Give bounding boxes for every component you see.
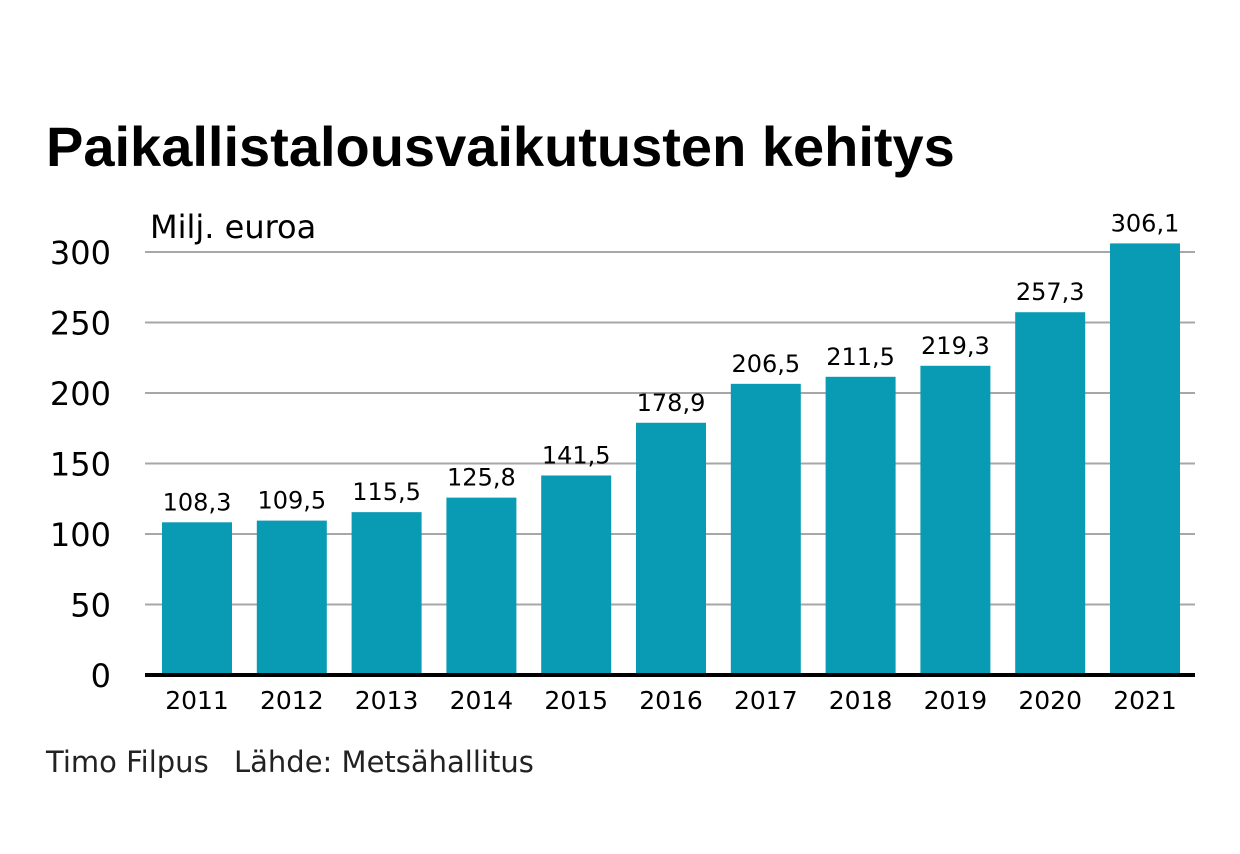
unit-label: Milj. euroa bbox=[150, 208, 316, 246]
footer-source: Lähde: Metsähallitus bbox=[234, 745, 534, 779]
x-tick-label-2011: 2011 bbox=[165, 686, 229, 715]
data-label-2017: 206,5 bbox=[731, 350, 800, 378]
bar-2017 bbox=[730, 383, 801, 675]
x-axis-ticks: 2011 2012 2013 2014 2015 2016 2017 2018 2019 2020… bbox=[165, 686, 1177, 715]
x-tick-label-2016: 2016 bbox=[639, 686, 703, 715]
y-tick-label: 150 bbox=[50, 446, 111, 484]
bar-2011 bbox=[162, 522, 232, 675]
bars bbox=[162, 243, 1180, 676]
x-tick-label-2021: 2021 bbox=[1113, 686, 1177, 715]
x-tick-label-2014: 2014 bbox=[450, 686, 514, 715]
data-labels: 108,3 109,5 115,5 125,8 141,5 178,9 206,5 211,5… bbox=[163, 209, 1180, 516]
data-label-2012: 109,5 bbox=[257, 487, 326, 515]
y-tick-label: 300 bbox=[50, 234, 111, 272]
data-label-2016: 178,9 bbox=[637, 389, 706, 417]
bar-2012 bbox=[256, 520, 327, 675]
y-tick-label: 100 bbox=[50, 516, 111, 554]
bar-2019 bbox=[920, 365, 991, 675]
x-tick-label-2020: 2020 bbox=[1018, 686, 1082, 715]
data-label-2011: 108,3 bbox=[163, 488, 232, 516]
chart-title: Paikallistalousvaikutusten kehitys bbox=[46, 115, 955, 178]
x-tick-label-2017: 2017 bbox=[734, 686, 798, 715]
y-axis-ticks: 0 50 100 150 200 250 300 bbox=[50, 234, 111, 695]
data-label-2013: 115,5 bbox=[352, 478, 421, 506]
data-label-2014: 125,8 bbox=[447, 464, 516, 492]
bar-2013 bbox=[351, 512, 422, 675]
x-tick-label-2013: 2013 bbox=[355, 686, 419, 715]
data-label-2015: 141,5 bbox=[542, 441, 611, 469]
data-label-2021: 306,1 bbox=[1111, 209, 1180, 237]
y-tick-label: 50 bbox=[70, 587, 111, 625]
bar-2018 bbox=[825, 376, 896, 675]
bar-2014 bbox=[446, 497, 517, 675]
bar-2015 bbox=[541, 475, 612, 675]
x-tick-label-2019: 2019 bbox=[924, 686, 988, 715]
footer-author: Timo Filpus bbox=[45, 745, 209, 779]
bar-2020 bbox=[1015, 312, 1086, 675]
x-tick-label-2018: 2018 bbox=[829, 686, 893, 715]
bar-2016 bbox=[636, 422, 706, 675]
y-tick-label: 0 bbox=[91, 657, 111, 695]
data-label-2018: 211,5 bbox=[826, 343, 895, 371]
y-tick-label: 250 bbox=[50, 305, 111, 343]
data-label-2020: 257,3 bbox=[1016, 278, 1085, 306]
x-tick-label-2012: 2012 bbox=[260, 686, 324, 715]
x-tick-label-2015: 2015 bbox=[544, 686, 608, 715]
bar-2021 bbox=[1110, 243, 1180, 676]
y-tick-label: 200 bbox=[50, 375, 111, 413]
data-label-2019: 219,3 bbox=[921, 332, 990, 360]
